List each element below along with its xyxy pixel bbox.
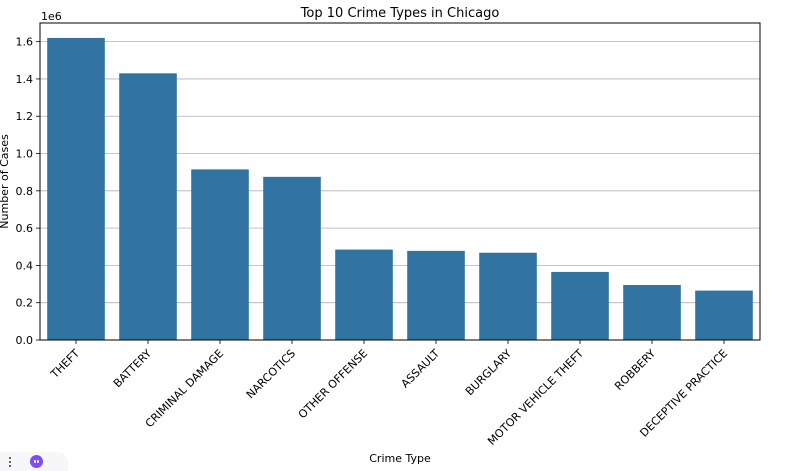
x-tick-label: BATTERY: [111, 347, 154, 390]
x-tick-label: THEFT: [48, 347, 83, 382]
y-tick-label: 0.4: [16, 259, 34, 272]
bar-motor-vehicle-theft: [551, 271, 609, 340]
x-tick-label: NARCOTICS: [244, 347, 298, 401]
bar-battery: [119, 73, 177, 341]
x-tick-label: ASSAULT: [399, 347, 443, 391]
bar-other-offense: [335, 249, 393, 340]
y-axis-title: Number of Cases: [0, 134, 11, 229]
x-tick-label: CRIMINAL DAMAGE: [143, 347, 226, 430]
plot-frame: [39, 22, 761, 341]
y-ticks: 0.0 0.2 0.4 0.6 0.8 1.0 1.2 1.4 1.6: [16, 36, 40, 347]
x-tick-label: BURGLARY: [463, 347, 514, 398]
y-tick-label: 1.6: [16, 36, 34, 49]
y-tick-label: 1.0: [16, 148, 34, 161]
y-tick-label: 0.2: [16, 297, 34, 310]
chart-title: Top 10 Crime Types in Chicago: [300, 6, 500, 21]
y-tick-label: 1.4: [16, 73, 34, 86]
bar-burglary: [479, 252, 537, 340]
y-offset-label: 1e6: [41, 10, 62, 23]
bar-assault: [407, 250, 465, 340]
y-tick-label: 0.8: [16, 185, 34, 198]
y-tick-label: 0.6: [16, 222, 34, 235]
bar-criminal-damage: [191, 169, 249, 340]
kebab-menu-icon[interactable]: [8, 456, 12, 467]
x-tick-label: ROBBERY: [612, 347, 658, 393]
assistant-bot-icon[interactable]: [30, 455, 43, 468]
x-axis-title: Crime Type: [369, 452, 431, 465]
y-tick-label: 0.0: [16, 334, 34, 347]
x-tick-label: OTHER OFFENSE: [296, 347, 370, 421]
bar-robbery: [623, 284, 681, 340]
bottom-toolbar: [0, 452, 68, 471]
bar-deceptive-practice: [695, 290, 753, 340]
bars: [47, 37, 753, 341]
bar-narcotics: [263, 176, 321, 340]
y-tick-label: 1.2: [16, 110, 34, 123]
bar-theft: [47, 37, 105, 340]
